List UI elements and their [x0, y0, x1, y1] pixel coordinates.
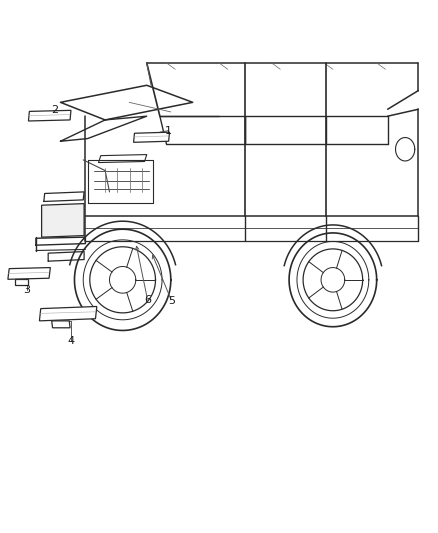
Polygon shape	[8, 268, 50, 279]
Polygon shape	[52, 321, 70, 328]
Text: 6: 6	[144, 295, 151, 305]
Text: 3: 3	[24, 286, 31, 295]
Text: 4: 4	[67, 336, 74, 346]
Polygon shape	[28, 110, 71, 121]
Text: 5: 5	[168, 296, 175, 306]
Polygon shape	[42, 204, 84, 237]
Polygon shape	[134, 132, 170, 142]
Text: 1: 1	[165, 126, 172, 135]
Polygon shape	[15, 279, 28, 285]
Text: 2: 2	[51, 106, 58, 115]
Polygon shape	[39, 306, 97, 321]
